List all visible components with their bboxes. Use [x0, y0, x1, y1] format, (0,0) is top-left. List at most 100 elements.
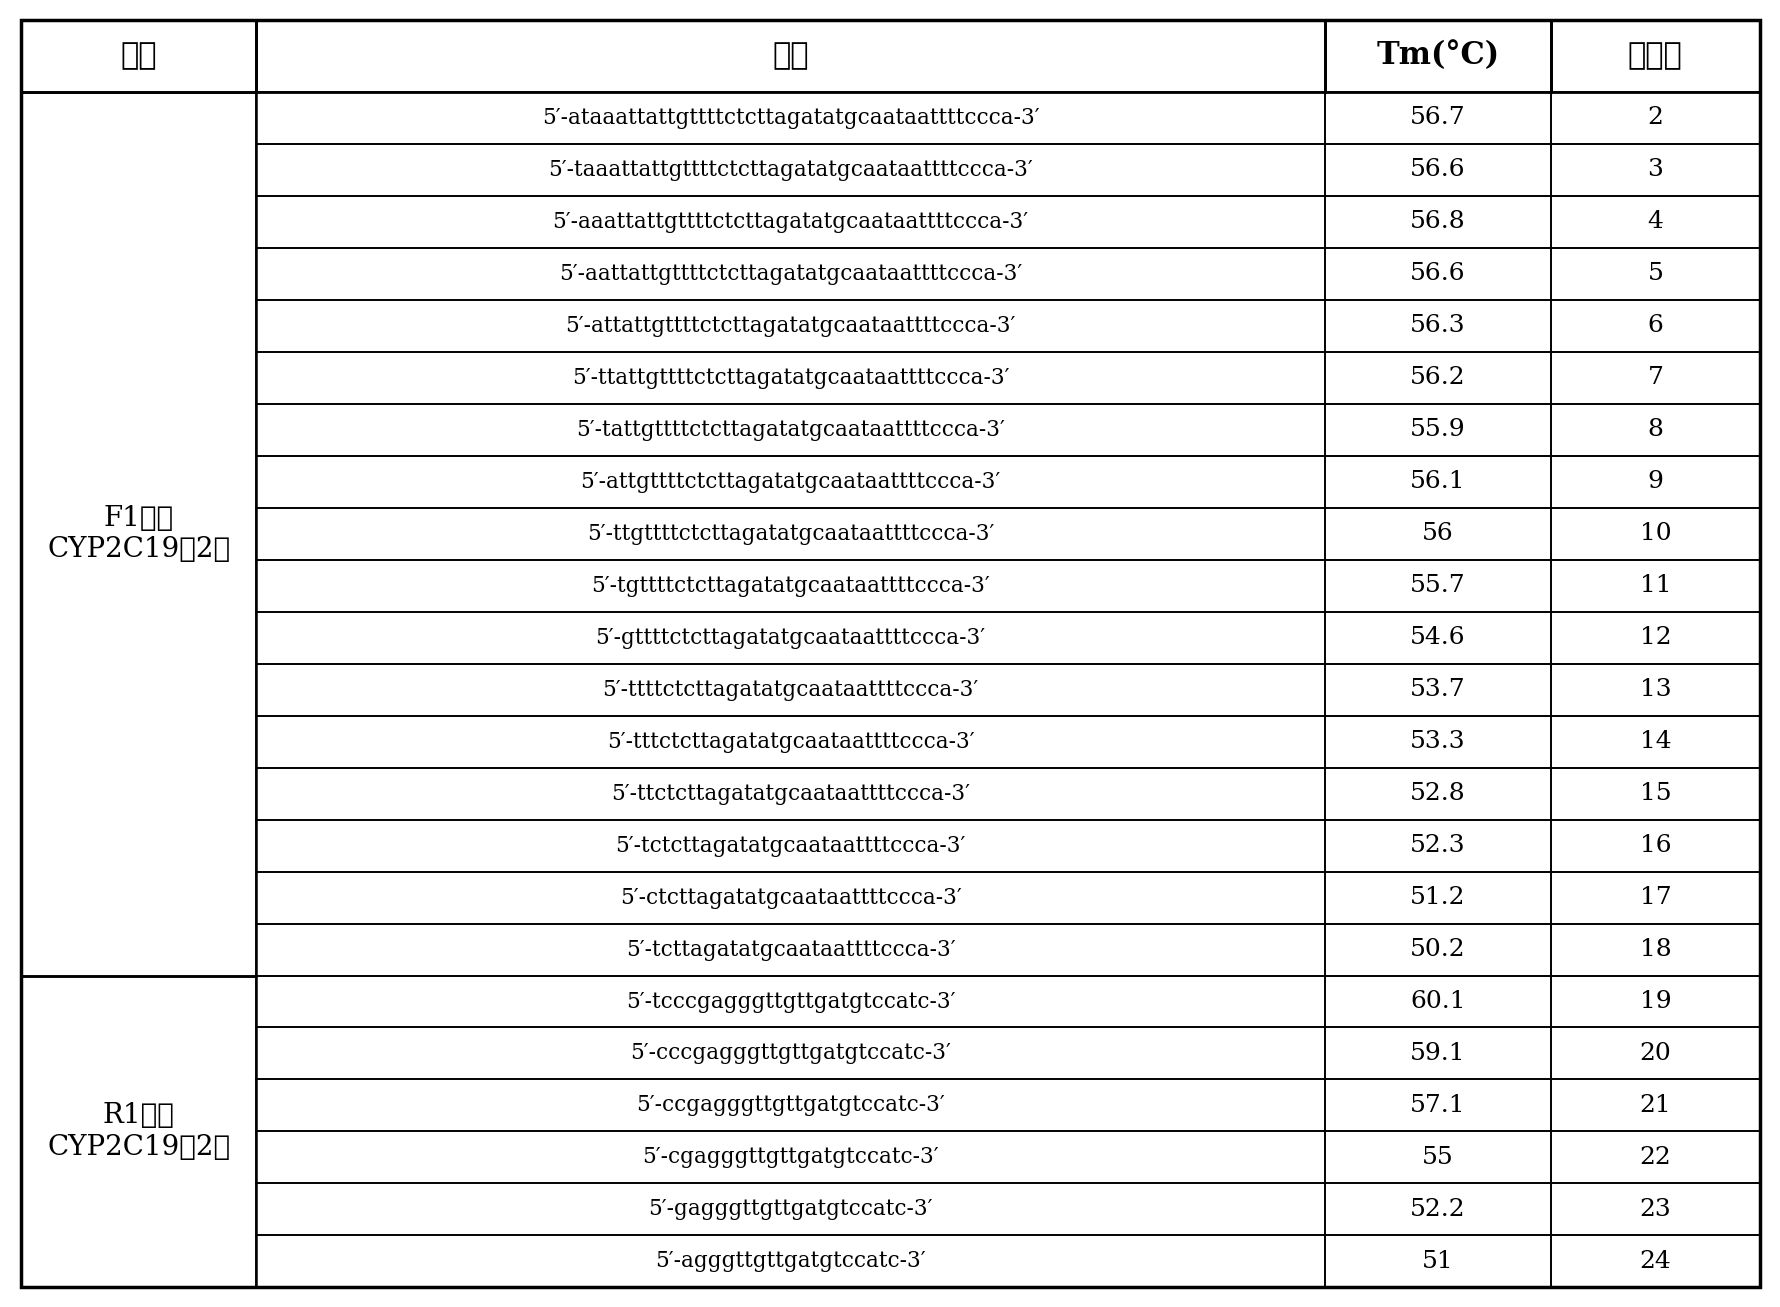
Bar: [1324, 1183, 1550, 1235]
Bar: [1550, 924, 1759, 975]
Text: R1引物
CYP2C19＊2用: R1引物 CYP2C19＊2用: [46, 1102, 230, 1161]
Text: 5′-gttttctcttagatatgcaataattttccca-3′: 5′-gttttctcttagatatgcaataattttccca-3′: [595, 626, 984, 648]
Bar: [1550, 559, 1759, 612]
Text: 55: 55: [1422, 1146, 1452, 1168]
Text: 5′-aaattattgttttctcttagatatgcaataattttccca-3′: 5′-aaattattgttttctcttagatatgcaataattttcc…: [552, 210, 1029, 233]
Text: 5′-ttattgttttctcttagatatgcaataattttccca-3′: 5′-ttattgttttctcttagatatgcaataattttccca-…: [571, 367, 1009, 388]
Bar: [256, 716, 1324, 767]
Text: 8: 8: [1646, 418, 1663, 442]
Text: 5′-cccgagggttgttgatgtccatc-3′: 5′-cccgagggttgttgatgtccatc-3′: [630, 1043, 951, 1064]
Bar: [21, 91, 256, 975]
Bar: [1550, 299, 1759, 352]
Text: 55.7: 55.7: [1410, 574, 1465, 597]
Text: 56.6: 56.6: [1410, 263, 1465, 285]
Bar: [1550, 767, 1759, 819]
Bar: [1550, 456, 1759, 507]
Bar: [256, 91, 1324, 144]
Text: 56.8: 56.8: [1410, 210, 1465, 234]
Text: 4: 4: [1646, 210, 1663, 234]
Text: 60.1: 60.1: [1410, 989, 1465, 1013]
Text: 56.2: 56.2: [1410, 366, 1465, 389]
Bar: [1550, 1027, 1759, 1080]
Text: 56.6: 56.6: [1410, 158, 1465, 182]
Text: 56.7: 56.7: [1410, 106, 1465, 129]
Text: 57.1: 57.1: [1410, 1094, 1465, 1117]
Bar: [256, 248, 1324, 299]
Bar: [1324, 819, 1550, 872]
Bar: [21, 20, 256, 91]
Text: 59.1: 59.1: [1410, 1042, 1465, 1065]
Text: 17: 17: [1639, 886, 1670, 910]
Bar: [1550, 612, 1759, 664]
Text: 12: 12: [1639, 626, 1670, 650]
Bar: [1324, 872, 1550, 924]
Bar: [1324, 144, 1550, 196]
Bar: [1324, 20, 1550, 91]
Bar: [1550, 819, 1759, 872]
Bar: [1324, 352, 1550, 404]
Text: 19: 19: [1639, 989, 1670, 1013]
Bar: [1550, 91, 1759, 144]
Text: 7: 7: [1646, 366, 1663, 389]
Bar: [1324, 248, 1550, 299]
Bar: [1324, 716, 1550, 767]
Bar: [1324, 1235, 1550, 1287]
Text: 5′-tgttttctcttagatatgcaataattttccca-3′: 5′-tgttttctcttagatatgcaataattttccca-3′: [591, 575, 990, 597]
Bar: [256, 456, 1324, 507]
Text: 22: 22: [1639, 1146, 1670, 1168]
Bar: [256, 299, 1324, 352]
Bar: [256, 664, 1324, 716]
Text: 5′-ccgagggttgttgatgtccatc-3′: 5′-ccgagggttgttgatgtccatc-3′: [635, 1094, 945, 1116]
Bar: [256, 1235, 1324, 1287]
Bar: [256, 404, 1324, 456]
Text: 5′-aattattgttttctcttagatatgcaataattttccca-3′: 5′-aattattgttttctcttagatatgcaataattttccc…: [559, 263, 1022, 285]
Bar: [256, 196, 1324, 248]
Bar: [256, 507, 1324, 559]
Text: 16: 16: [1639, 834, 1670, 857]
Text: 5′-cgagggttgttgatgtccatc-3′: 5′-cgagggttgttgatgtccatc-3′: [643, 1146, 938, 1168]
Text: 5′-agggttgttgatgtccatc-3′: 5′-agggttgttgatgtccatc-3′: [655, 1251, 926, 1273]
Bar: [1550, 975, 1759, 1027]
Bar: [1550, 1080, 1759, 1132]
Text: 55.9: 55.9: [1410, 418, 1465, 442]
Text: 5′-tctcttagatatgcaataattttccca-3′: 5′-tctcttagatatgcaataattttccca-3′: [616, 835, 965, 856]
Bar: [256, 1027, 1324, 1080]
Text: 56: 56: [1422, 523, 1452, 545]
Bar: [1550, 507, 1759, 559]
Bar: [1550, 664, 1759, 716]
Text: 5′-tttctcttagatatgcaataattttccca-3′: 5′-tttctcttagatatgcaataattttccca-3′: [607, 731, 974, 753]
Bar: [1550, 1235, 1759, 1287]
Bar: [1550, 716, 1759, 767]
Text: 5′-gagggttgttgatgtccatc-3′: 5′-gagggttgttgatgtccatc-3′: [648, 1199, 933, 1221]
Bar: [1324, 612, 1550, 664]
Bar: [1550, 872, 1759, 924]
Text: 序列: 序列: [773, 41, 808, 72]
Bar: [256, 1080, 1324, 1132]
Bar: [1550, 404, 1759, 456]
Bar: [256, 144, 1324, 196]
Bar: [1324, 924, 1550, 975]
Text: 6: 6: [1646, 314, 1663, 337]
Text: 53.7: 53.7: [1410, 678, 1465, 701]
Bar: [256, 975, 1324, 1027]
Bar: [1324, 767, 1550, 819]
Bar: [1324, 1132, 1550, 1183]
Text: 51: 51: [1422, 1249, 1452, 1273]
Bar: [1324, 91, 1550, 144]
Bar: [1324, 456, 1550, 507]
Text: 引物: 引物: [121, 41, 157, 72]
Bar: [1324, 299, 1550, 352]
Text: 52.2: 52.2: [1410, 1199, 1465, 1221]
Text: 10: 10: [1639, 523, 1670, 545]
Text: 15: 15: [1639, 782, 1670, 805]
Text: 5′-ttgttttctcttagatatgcaataattttccca-3′: 5′-ttgttttctcttagatatgcaataattttccca-3′: [587, 523, 993, 545]
Text: 5: 5: [1646, 263, 1663, 285]
Bar: [256, 924, 1324, 975]
Bar: [256, 819, 1324, 872]
Bar: [1550, 352, 1759, 404]
Text: 5′-taaattattgttttctcttagatatgcaataattttccca-3′: 5′-taaattattgttttctcttagatatgcaataattttc…: [548, 159, 1032, 180]
Bar: [256, 1132, 1324, 1183]
Text: F1引物
CYP2C19＊2用: F1引物 CYP2C19＊2用: [46, 505, 230, 563]
Bar: [1324, 1080, 1550, 1132]
Text: 56.1: 56.1: [1410, 471, 1465, 493]
